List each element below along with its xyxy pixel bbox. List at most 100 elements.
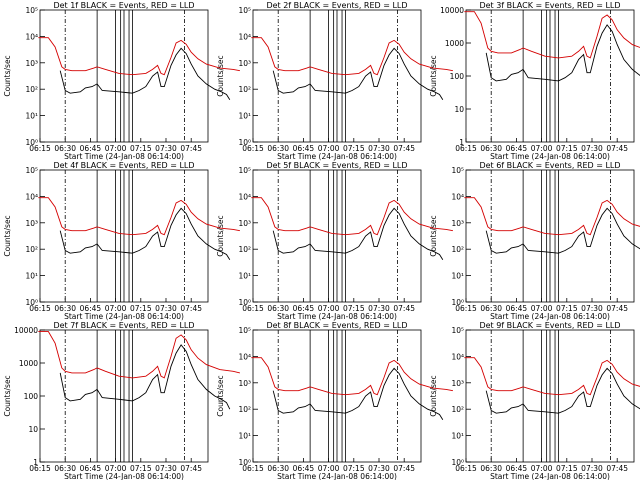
y-axis-label: Counts/sec: [216, 215, 225, 256]
y-tick-label: 1: [459, 138, 464, 147]
chart-title: Det 5f BLACK = Events, RED = LLD: [266, 161, 407, 170]
y-tick-label: 10¹: [451, 432, 464, 441]
x-axis-label: Start Time (24-Jan-08 06:14:00): [490, 472, 610, 480]
y-tick-label: 10²: [238, 85, 251, 94]
events-rate-line: [485, 24, 640, 82]
y-axis-label: Counts/sec: [429, 375, 438, 416]
lld-rate-line: [464, 11, 640, 59]
x-tick-label: 06:45: [506, 144, 528, 153]
chart-title: Det 8f BLACK = Events, RED = LLD: [266, 321, 407, 330]
x-tick-label: 06:30: [480, 144, 502, 153]
y-tick-label: 10¹: [238, 112, 251, 121]
x-tick-label: 06:45: [506, 304, 528, 313]
lld-rate-line: [464, 357, 640, 396]
x-tick-label: 06:45: [506, 464, 528, 473]
y-tick-label: 10⁴: [25, 192, 38, 201]
x-tick-label: 06:45: [293, 144, 315, 153]
x-tick-label: 06:15: [242, 144, 264, 153]
lld-rate-line: [251, 357, 453, 396]
y-tick-label: 10⁴: [238, 32, 251, 41]
y-tick-label: 1: [33, 458, 38, 467]
x-axis-label: Start Time (24-Jan-08 06:14:00): [64, 152, 184, 161]
y-tick-label: 10⁵: [238, 166, 251, 175]
y-tick-label: 10¹: [25, 272, 38, 281]
x-tick-label: 07:15: [556, 304, 578, 313]
chart-title: Det 1f BLACK = Events, RED = LLD: [53, 1, 194, 10]
y-tick-label: 10⁰: [25, 138, 38, 147]
lld-rate-line: [251, 37, 453, 76]
chart-title: Det 2f BLACK = Events, RED = LLD: [266, 1, 407, 10]
x-axis-label: Start Time (24-Jan-08 06:14:00): [277, 152, 397, 161]
x-tick-label: 06:45: [80, 464, 102, 473]
y-tick-label: 10²: [238, 245, 251, 254]
x-tick-label: 07:00: [318, 144, 340, 153]
y-tick-label: 10³: [238, 59, 251, 68]
y-axis-label: Counts/sec: [3, 215, 12, 256]
y-tick-label: 10⁴: [25, 32, 38, 41]
x-tick-label: 07:45: [180, 304, 202, 313]
y-tick-label: 10²: [25, 85, 38, 94]
y-tick-label: 10⁴: [451, 352, 464, 361]
events-rate-line: [485, 207, 640, 254]
x-tick-label: 07:45: [393, 464, 415, 473]
x-tick-label: 06:15: [455, 144, 477, 153]
x-tick-label: 06:30: [54, 304, 76, 313]
y-tick-label: 10⁰: [25, 298, 38, 307]
x-axis-label: Start Time (24-Jan-08 06:14:00): [490, 152, 610, 161]
y-axis-label: Counts/sec: [3, 55, 12, 96]
x-tick-label: 07:45: [606, 144, 628, 153]
x-tick-label: 07:45: [393, 144, 415, 153]
y-tick-label: 10: [454, 105, 464, 114]
x-tick-label: 07:30: [581, 464, 603, 473]
y-tick-label: 10⁵: [25, 6, 38, 15]
x-tick-label: 06:30: [480, 304, 502, 313]
y-axis-label: Counts/sec: [216, 55, 225, 96]
y-tick-label: 10³: [238, 379, 251, 388]
y-tick-label: 10¹: [451, 272, 464, 281]
x-tick-label: 06:15: [455, 464, 477, 473]
x-tick-label: 07:15: [343, 144, 365, 153]
x-tick-label: 07:15: [556, 464, 578, 473]
x-tick-label: 07:15: [556, 144, 578, 153]
x-tick-label: 07:30: [155, 464, 177, 473]
x-tick-label: 07:30: [155, 304, 177, 313]
y-tick-label: 10²: [25, 245, 38, 254]
x-tick-label: 06:30: [267, 304, 289, 313]
y-tick-label: 10³: [25, 59, 38, 68]
x-axis-label: Start Time (24-Jan-08 06:14:00): [490, 312, 610, 321]
x-tick-label: 06:15: [29, 464, 51, 473]
events-rate-line: [59, 207, 231, 261]
x-tick-label: 06:45: [80, 304, 102, 313]
y-tick-label: 10⁰: [238, 458, 251, 467]
x-tick-label: 06:45: [293, 464, 315, 473]
x-tick-label: 07:30: [368, 144, 390, 153]
x-tick-label: 07:00: [105, 144, 127, 153]
x-tick-label: 07:30: [368, 304, 390, 313]
y-tick-label: 100: [450, 72, 465, 81]
x-tick-label: 07:00: [105, 304, 127, 313]
events-rate-line: [272, 47, 444, 101]
x-tick-label: 07:00: [531, 304, 553, 313]
x-tick-label: 07:30: [368, 464, 390, 473]
y-tick-label: 10³: [238, 219, 251, 228]
x-tick-label: 07:15: [343, 304, 365, 313]
events-rate-line: [272, 207, 444, 261]
y-tick-label: 10⁰: [451, 298, 464, 307]
y-tick-label: 10³: [451, 219, 464, 228]
x-tick-label: 06:15: [455, 304, 477, 313]
x-tick-label: 06:30: [267, 144, 289, 153]
y-tick-label: 10⁰: [451, 458, 464, 467]
x-tick-label: 07:45: [606, 304, 628, 313]
x-tick-label: 06:15: [242, 464, 264, 473]
lld-rate-line: [38, 197, 240, 236]
x-tick-label: 07:45: [180, 144, 202, 153]
x-tick-label: 06:45: [80, 144, 102, 153]
y-axis-label: Counts/sec: [216, 375, 225, 416]
y-tick-label: 10000: [440, 6, 464, 15]
chart-title: Det 9f BLACK = Events, RED = LLD: [479, 321, 620, 330]
y-tick-label: 10000: [14, 326, 38, 335]
x-tick-label: 06:30: [54, 144, 76, 153]
x-tick-label: 06:30: [54, 464, 76, 473]
y-tick-label: 10²: [451, 405, 464, 414]
